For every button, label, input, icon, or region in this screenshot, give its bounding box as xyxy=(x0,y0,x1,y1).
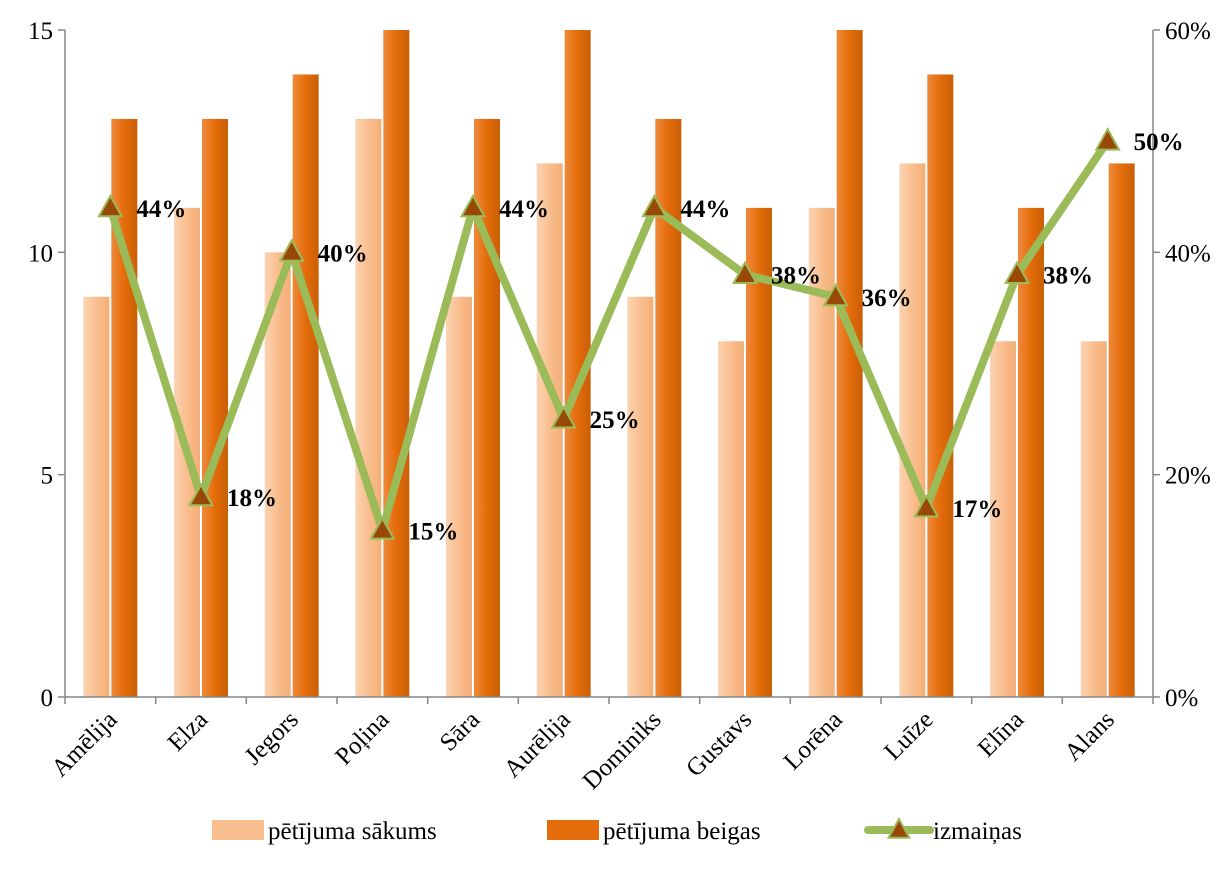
bars-layer xyxy=(83,30,1135,698)
bar-start-3 xyxy=(264,252,291,698)
legend-label-start: pētījuma sākums xyxy=(268,818,437,845)
bar-start-7 xyxy=(627,296,654,697)
line-marker-9 xyxy=(822,282,849,307)
category-label: Jegors xyxy=(240,706,304,770)
left-tick-label: 0 xyxy=(41,685,54,712)
right-tick-label: 60% xyxy=(1165,18,1211,45)
bar-start-8 xyxy=(718,341,744,697)
category-label: Aurēlija xyxy=(499,706,576,783)
bar-end-4 xyxy=(383,30,410,697)
bar-end-10 xyxy=(927,74,954,697)
right-tick-label: 0% xyxy=(1165,685,1198,712)
category-label: Sāra xyxy=(435,706,486,757)
data-label: 38% xyxy=(771,263,821,290)
line-izmainas xyxy=(106,137,1112,535)
data-label: 50% xyxy=(1134,129,1184,156)
line-marker-7 xyxy=(641,193,668,218)
line-marker-10 xyxy=(913,493,940,518)
bar-end-8 xyxy=(746,207,772,697)
data-label: 38% xyxy=(1043,263,1093,290)
line-marker-11 xyxy=(1003,260,1031,284)
data-label: 18% xyxy=(227,485,277,512)
category-label: Luīze xyxy=(879,706,938,765)
data-label: 44% xyxy=(136,196,186,223)
legend-swatch-end xyxy=(547,820,599,840)
bar-end-2 xyxy=(202,118,228,697)
line-marker-8 xyxy=(731,260,759,284)
bar-end-3 xyxy=(292,74,319,697)
legend-marker-icon xyxy=(886,816,912,839)
bar-end-11 xyxy=(1018,207,1044,697)
line-marker-4 xyxy=(369,516,396,540)
line-marker-2 xyxy=(187,482,215,507)
bar-end-9 xyxy=(836,30,863,697)
left-tick-label: 10 xyxy=(28,240,53,267)
category-label: Gustavs xyxy=(681,706,757,782)
data-label: 36% xyxy=(862,285,912,312)
right-tick-label: 20% xyxy=(1165,463,1211,490)
bar-start-6 xyxy=(536,163,563,697)
bar-start-10 xyxy=(899,163,926,697)
category-label: Elza xyxy=(163,706,214,757)
data-label: 25% xyxy=(590,407,640,434)
category-label: Amēlija xyxy=(47,706,123,782)
legend-label-change: izmaiņas xyxy=(933,818,1022,845)
category-label: Alans xyxy=(1060,706,1120,766)
data-label: 15% xyxy=(408,518,458,545)
left-tick-label: 5 xyxy=(41,463,54,490)
data-labels-layer: 44% 18% 40% 15% 44% 25% 44% 38% 36% 17% 38% 50% xyxy=(136,129,1183,545)
category-label: Poļina xyxy=(330,706,394,770)
legend-swatch-start xyxy=(212,820,264,840)
data-label: 44% xyxy=(499,196,549,223)
line-marker-6 xyxy=(550,405,577,429)
line-marker-1 xyxy=(97,193,124,218)
category-label: Dominiks xyxy=(578,706,667,795)
bar-start-5 xyxy=(446,296,472,697)
left-tick-label: 15 xyxy=(28,18,53,45)
legend: pētījuma sākums pētījuma beigas izmaiņas xyxy=(212,816,1022,845)
data-label: 40% xyxy=(318,240,368,267)
legend-label-end: pētījuma beigas xyxy=(603,818,761,845)
category-label: Lorēna xyxy=(779,706,848,775)
line-marker-5 xyxy=(459,193,487,218)
line-marker-3 xyxy=(278,238,305,262)
bar-end-12 xyxy=(1108,163,1135,697)
bar-start-4 xyxy=(355,118,382,697)
right-tick-label: 40% xyxy=(1165,240,1211,267)
line-marker-12 xyxy=(1094,127,1121,151)
bar-start-1 xyxy=(83,296,110,697)
bar-start-12 xyxy=(1080,341,1107,697)
line-series-layer xyxy=(97,127,1121,540)
data-label: 17% xyxy=(952,496,1002,523)
category-label: Elīna xyxy=(973,706,1029,762)
data-label: 44% xyxy=(680,196,730,223)
bar-start-11 xyxy=(990,341,1016,697)
